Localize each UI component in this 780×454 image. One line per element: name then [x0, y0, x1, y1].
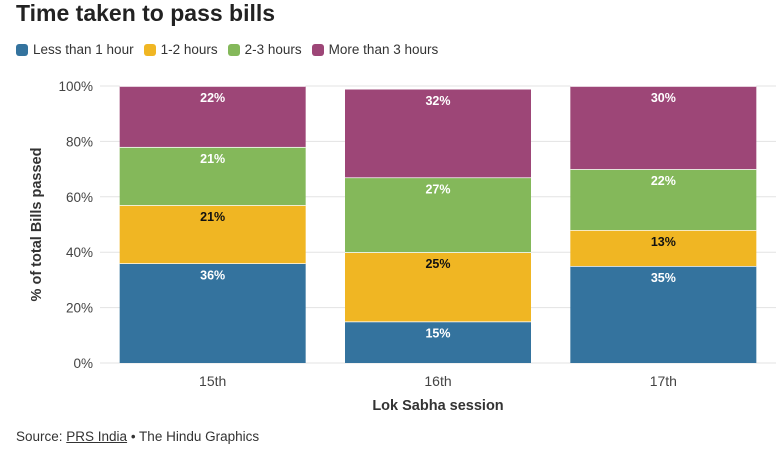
y-tick-label: 100%	[58, 79, 93, 94]
x-tick-label: 16th	[424, 373, 451, 389]
y-tick-label: 0%	[73, 356, 93, 371]
legend-item: 2-3 hours	[227, 42, 302, 57]
bar-segment	[345, 177, 531, 253]
bar-segment	[570, 169, 757, 231]
bar-segment	[119, 205, 306, 264]
y-tick-label: 20%	[66, 301, 93, 316]
stacked-bar-chart: 0% 20% 40% 60% 80% 100% 36% 21% 21% 22% 15th 15% 25%…	[29, 79, 776, 414]
y-tick-label: 80%	[66, 134, 93, 149]
bar-segment	[345, 88, 531, 178]
legend-label: 2-3 hours	[244, 42, 302, 57]
legend: Less than 1 hour 1-2 hours 2-3 hours More t…	[16, 42, 448, 57]
legend-item: More than 3 hours	[311, 42, 439, 57]
chart-title: Time taken to pass bills	[16, 0, 276, 26]
bar-segment	[570, 230, 757, 267]
legend-label: 1-2 hours	[160, 42, 218, 57]
legend-item: Less than 1 hour	[16, 42, 134, 57]
bar-segment	[345, 321, 531, 363]
data-label: 32%	[425, 94, 450, 108]
legend-swatch	[311, 43, 324, 56]
data-label: 22%	[651, 174, 676, 188]
y-axis-title: % of total Bills passed	[29, 148, 45, 302]
source-suffix: • The Hindu Graphics	[127, 429, 260, 444]
bar-segment	[119, 146, 306, 206]
data-label: 15%	[425, 326, 450, 340]
legend-label: More than 3 hours	[328, 42, 439, 57]
data-label: 13%	[651, 235, 676, 249]
bar-segment	[345, 252, 531, 322]
data-label: 22%	[200, 91, 225, 105]
x-axis-title: Lok Sabha session	[372, 398, 503, 414]
legend-swatch	[143, 43, 156, 56]
bar-segment	[119, 263, 306, 363]
legend-item: 1-2 hours	[143, 42, 218, 57]
x-tick-label: 17th	[650, 373, 677, 389]
x-tick-label: 15th	[199, 373, 226, 389]
legend-swatch	[16, 43, 28, 56]
legend-label: Less than 1 hour	[33, 42, 134, 57]
bar-segment	[570, 86, 757, 170]
source-link[interactable]: PRS India	[66, 429, 128, 444]
data-label: 21%	[200, 152, 225, 166]
source-line: Source: PRS India • The Hindu Graphics	[16, 429, 259, 444]
data-label: 35%	[651, 271, 676, 285]
source-prefix: Source:	[16, 429, 67, 444]
data-label: 36%	[200, 268, 225, 282]
data-label: 25%	[425, 257, 450, 271]
bar-segment	[570, 266, 757, 363]
bar-segment	[119, 86, 306, 147]
data-label: 30%	[651, 91, 676, 105]
legend-swatch	[227, 43, 240, 56]
y-tick-label: 60%	[66, 190, 93, 205]
data-label: 27%	[425, 182, 450, 196]
data-label: 21%	[200, 210, 225, 224]
y-tick-label: 40%	[66, 245, 93, 260]
